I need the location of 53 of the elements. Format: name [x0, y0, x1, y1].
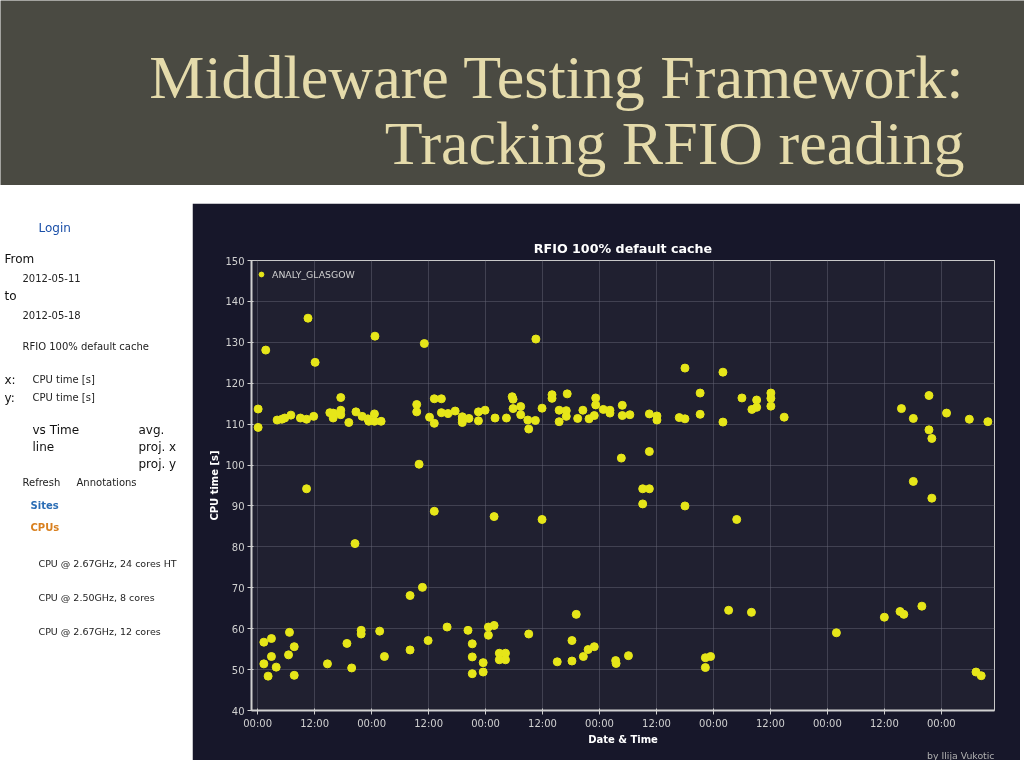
x-tick-label: 00:00 — [812, 717, 842, 729]
text: CPU @ 2.67GHz, 24 cores HT — [38, 558, 177, 569]
x-tick-label: 12:00 — [300, 717, 330, 729]
y-tick-label: 80 — [231, 541, 245, 553]
text: 2012-05-18 — [22, 309, 81, 321]
text: proj. x — [138, 439, 177, 454]
text: Refresh — [22, 477, 61, 488]
y-tick-label: 90 — [231, 500, 245, 512]
x-tick-label: 00:00 — [471, 717, 500, 729]
text: From — [4, 251, 35, 266]
legend-label: ANALY_GLASGOW — [272, 268, 355, 280]
text: avg. — [138, 422, 165, 437]
text: CPU time [s] — [32, 374, 95, 385]
y-tick-label: 100 — [225, 460, 245, 472]
text: by Ilija Vukotic — [927, 749, 995, 761]
y-tick-label: 120 — [225, 378, 245, 390]
x-tick-label: 00:00 — [926, 717, 956, 729]
x-tick-label: 12:00 — [869, 717, 899, 729]
x-tick-label: 00:00 — [243, 717, 273, 729]
text: line — [32, 439, 55, 454]
y-tick-label: 70 — [231, 582, 245, 594]
text: Sites — [30, 500, 59, 511]
text: x: — [4, 372, 16, 387]
y-tick-label: 140 — [225, 296, 245, 308]
x-tick-label: 00:00 — [699, 717, 728, 729]
text: CPUs — [30, 522, 60, 533]
y-tick-label: 50 — [231, 664, 245, 676]
text: CPU @ 2.67GHz, 12 cores — [38, 626, 161, 637]
y-axis-title: CPU time [s] — [209, 450, 221, 521]
text: RFIO 100% default cache — [22, 341, 149, 352]
y-tick-label: 40 — [231, 705, 245, 717]
chart-title: RFIO 100% default cache — [533, 240, 713, 256]
x-tick-label: 12:00 — [756, 717, 785, 729]
text: CPU time [s] — [32, 392, 95, 403]
x-tick-label: 12:00 — [414, 717, 443, 729]
y-tick-label: 130 — [225, 337, 245, 349]
x-tick-label: 12:00 — [528, 717, 557, 729]
text: Annotations — [76, 477, 137, 488]
text: y: — [4, 390, 15, 405]
y-tick-label: 150 — [225, 255, 245, 267]
text: proj. y — [138, 456, 177, 471]
y-tick-label: 60 — [231, 623, 245, 635]
text: Login — [38, 220, 71, 235]
text: vs Time — [32, 422, 80, 437]
y-tick-label: 110 — [225, 419, 245, 431]
text: to — [4, 288, 17, 303]
x-tick-label: 00:00 — [357, 717, 387, 729]
text: CPU @ 2.50GHz, 8 cores — [38, 592, 155, 603]
x-tick-label: 12:00 — [642, 717, 671, 729]
x-tick-label: 00:00 — [585, 717, 614, 729]
text: Middleware Testing Framework: Tracking RFIO reading — [149, 42, 965, 177]
x-axis-title: Date & Time — [588, 733, 659, 745]
text: 2012-05-11 — [22, 272, 81, 284]
